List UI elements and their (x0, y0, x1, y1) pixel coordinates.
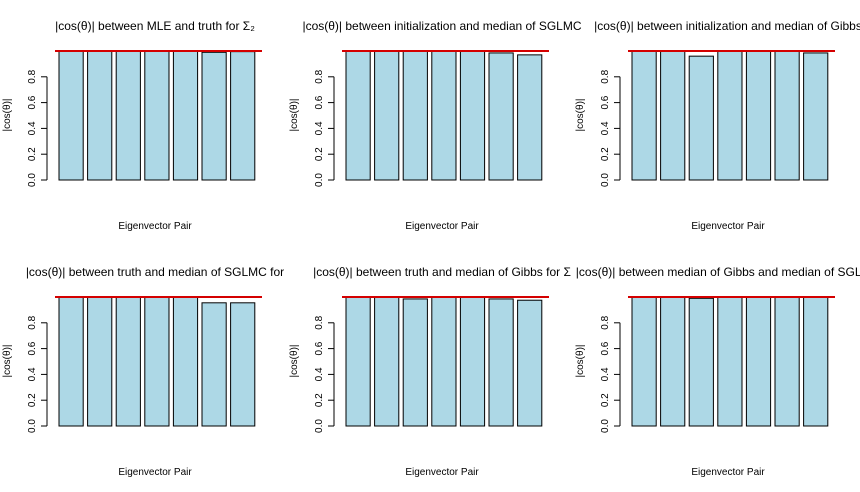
y-tick-label: 0.6 (314, 341, 325, 355)
y-axis-label: |cos(θ)| (2, 99, 13, 132)
bar (87, 50, 113, 181)
y-tick-label: 0.6 (27, 95, 38, 109)
chart-panel: |cos(θ)| between initialization and medi… (289, 19, 582, 232)
chart-panel: |cos(θ)| between initialization and medi… (575, 19, 860, 232)
y-tick-label: 0.8 (27, 315, 38, 329)
y-axis-label: |cos(θ)| (289, 345, 300, 378)
y-tick-label: 0.2 (27, 393, 38, 407)
y-tick-label: 0.2 (600, 147, 611, 161)
y-tick-label: 0.4 (314, 367, 325, 381)
chart-panel: |cos(θ)| between truth and median of SGL… (2, 265, 284, 478)
chart-title: |cos(θ)| between truth and median of Gib… (313, 265, 571, 279)
y-axis-label: |cos(θ)| (289, 99, 300, 132)
bar (345, 50, 371, 181)
y-tick-label: 0.4 (314, 121, 325, 135)
y-tick-label: 0.0 (314, 173, 325, 187)
y-tick-label: 0.0 (600, 173, 611, 187)
bar (459, 50, 486, 181)
y-tick-label: 0.0 (27, 419, 38, 433)
chart-title: |cos(θ)| between truth and median of SGL… (26, 265, 284, 279)
bar (745, 50, 772, 181)
bar (803, 296, 829, 427)
bar (431, 50, 457, 181)
bar (745, 296, 772, 427)
y-axis-label: |cos(θ)| (575, 99, 586, 132)
bar (201, 51, 227, 181)
y-tick-label: 0.6 (27, 341, 38, 355)
x-axis-label: Eigenvector Pair (405, 221, 479, 232)
bar (374, 50, 400, 181)
bar (230, 302, 256, 427)
x-axis-label: Eigenvector Pair (405, 467, 479, 478)
x-axis-label: Eigenvector Pair (691, 467, 765, 478)
y-tick-label: 0.6 (600, 95, 611, 109)
bar (717, 296, 743, 427)
bar (688, 55, 714, 181)
y-tick-label: 0.4 (27, 121, 38, 135)
bar (230, 51, 256, 181)
y-tick-label: 0.8 (600, 315, 611, 329)
bar (774, 296, 800, 427)
y-tick-label: 0.8 (27, 69, 38, 83)
x-axis-label: Eigenvector Pair (118, 467, 192, 478)
y-tick-label: 0.4 (600, 121, 611, 135)
x-axis-label: Eigenvector Pair (691, 221, 765, 232)
bar (660, 50, 686, 181)
bar (172, 50, 199, 181)
bar (58, 296, 84, 427)
chart-panel: |cos(θ)| between MLE and truth for Σ₂ 0.0… (2, 19, 262, 232)
y-tick-label: 0.0 (27, 173, 38, 187)
bar (803, 52, 829, 181)
y-tick-label: 0.2 (314, 393, 325, 407)
bar (201, 302, 227, 427)
y-tick-label: 0.2 (314, 147, 325, 161)
bar (115, 50, 141, 181)
bar (115, 296, 141, 427)
y-tick-label: 0.6 (600, 341, 611, 355)
y-tick-label: 0.0 (314, 419, 325, 433)
bar (374, 296, 400, 427)
y-tick-label: 0.8 (314, 315, 325, 329)
y-tick-label: 0.8 (314, 69, 325, 83)
bar (402, 50, 428, 181)
y-tick-label: 0.4 (27, 367, 38, 381)
bar (402, 298, 428, 427)
bar (172, 296, 199, 427)
bar (660, 296, 686, 427)
bar (517, 54, 543, 181)
bar (58, 50, 84, 181)
bar (717, 50, 743, 181)
bar (87, 296, 113, 427)
chart-title: |cos(θ)| between initialization and medi… (594, 19, 860, 33)
bar (517, 299, 543, 427)
y-tick-label: 0.0 (600, 419, 611, 433)
y-tick-label: 0.2 (27, 147, 38, 161)
y-tick-label: 0.4 (600, 367, 611, 381)
bar (345, 296, 371, 427)
bar (459, 296, 486, 427)
chart-title: |cos(θ)| between MLE and truth for Σ₂ (55, 19, 255, 33)
x-axis-label: Eigenvector Pair (118, 221, 192, 232)
bar (144, 50, 170, 181)
bar (631, 50, 657, 181)
y-tick-label: 0.8 (600, 69, 611, 83)
chart-panel: |cos(θ)| between median of Gibbs and med… (575, 265, 860, 478)
bar (774, 50, 800, 181)
chart-panel: |cos(θ)| between truth and median of Gib… (289, 265, 571, 478)
y-axis-label: |cos(θ)| (575, 345, 586, 378)
y-tick-label: 0.6 (314, 95, 325, 109)
chart-title: |cos(θ)| between median of Gibbs and med… (576, 265, 860, 279)
bar (488, 52, 514, 181)
bar (144, 296, 170, 427)
bar (431, 296, 457, 427)
y-tick-label: 0.2 (600, 393, 611, 407)
y-axis-label: |cos(θ)| (2, 345, 13, 378)
bar (688, 297, 714, 427)
chart-title: |cos(θ)| between initialization and medi… (302, 19, 581, 33)
bar (631, 296, 657, 427)
bar (488, 298, 514, 427)
